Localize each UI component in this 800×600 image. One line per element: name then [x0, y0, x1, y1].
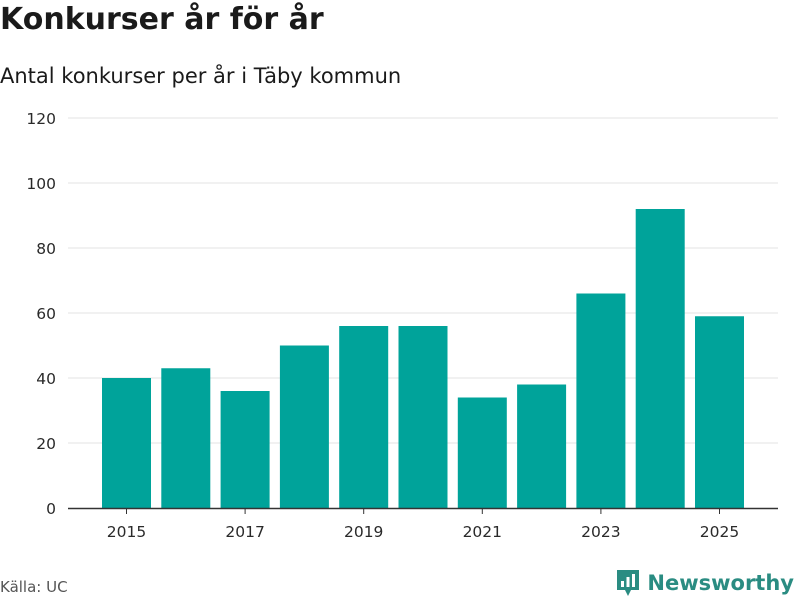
y-tick-label: 40 — [36, 370, 56, 388]
y-tick-label: 100 — [26, 175, 56, 193]
bar-2023 — [576, 293, 626, 508]
bar-2016 — [161, 368, 211, 508]
x-tick-label: 2023 — [581, 523, 620, 541]
chart-subtitle: Antal konkurser per år i Täby kommun — [0, 64, 402, 88]
y-tick-label: 80 — [36, 240, 56, 258]
bar-2024 — [635, 209, 685, 508]
x-tick-label: 2019 — [344, 523, 383, 541]
newsworthy-logo-icon — [617, 570, 640, 596]
bar-2015 — [102, 378, 151, 508]
brand-logo: Newsworthy — [615, 568, 794, 598]
axes: 0 20 40 60 80 100 120 2015 2017 2019 2021 2023 2025 — [26, 110, 778, 541]
bar-2017 — [220, 391, 270, 508]
bar-2025 — [695, 316, 744, 508]
bar-2018 — [279, 345, 329, 508]
bar-2021 — [457, 397, 507, 508]
y-tick-label: 60 — [36, 305, 56, 323]
source-note: Källa: UC — [0, 578, 68, 596]
chart-title: Konkurser år för år — [0, 2, 324, 37]
x-tick-label: 2017 — [225, 523, 264, 541]
x-tick-label: 2025 — [700, 523, 739, 541]
x-tick-label: 2015 — [107, 523, 146, 541]
bar-2022 — [517, 384, 567, 508]
bar-2019 — [339, 326, 389, 508]
bars — [102, 209, 744, 508]
y-tick-label: 0 — [46, 500, 56, 518]
brand-name: Newsworthy — [647, 571, 794, 595]
x-tick-label: 2021 — [463, 523, 502, 541]
y-tick-label: 120 — [26, 110, 56, 128]
y-tick-label: 20 — [36, 435, 56, 453]
bar-2020 — [398, 326, 448, 508]
